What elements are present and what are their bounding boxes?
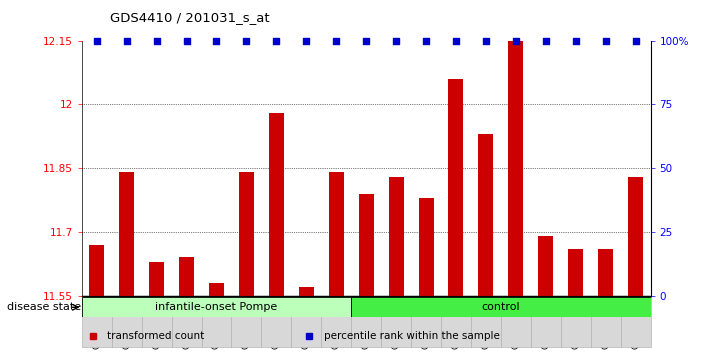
Bar bbox=[171, 296, 201, 347]
Bar bbox=[351, 297, 651, 317]
Bar bbox=[299, 287, 314, 296]
Bar bbox=[419, 198, 434, 296]
Point bbox=[331, 38, 342, 44]
Bar bbox=[149, 262, 164, 296]
Bar bbox=[449, 79, 464, 296]
Text: infantile-onset Pompe: infantile-onset Pompe bbox=[156, 302, 277, 312]
Bar bbox=[119, 172, 134, 296]
Bar bbox=[232, 296, 262, 347]
Bar bbox=[568, 249, 583, 296]
Point bbox=[510, 38, 522, 44]
Bar bbox=[389, 177, 404, 296]
Point bbox=[151, 38, 162, 44]
Bar bbox=[321, 296, 351, 347]
Bar bbox=[82, 296, 112, 347]
Point bbox=[210, 38, 222, 44]
Point bbox=[271, 38, 282, 44]
Point bbox=[121, 38, 132, 44]
Point bbox=[630, 38, 641, 44]
Point bbox=[390, 38, 402, 44]
Bar bbox=[351, 296, 381, 347]
Text: control: control bbox=[481, 302, 520, 312]
Text: percentile rank within the sample: percentile rank within the sample bbox=[324, 331, 499, 342]
Point bbox=[360, 38, 372, 44]
Bar bbox=[441, 296, 471, 347]
Bar bbox=[501, 296, 531, 347]
Bar bbox=[479, 134, 493, 296]
Bar bbox=[591, 296, 621, 347]
Bar bbox=[209, 283, 224, 296]
Bar bbox=[561, 296, 591, 347]
Bar bbox=[381, 296, 411, 347]
Bar bbox=[598, 249, 613, 296]
Point bbox=[450, 38, 461, 44]
Bar bbox=[358, 194, 374, 296]
Bar bbox=[90, 245, 105, 296]
Bar bbox=[262, 296, 292, 347]
Point bbox=[540, 38, 552, 44]
Bar bbox=[112, 296, 141, 347]
Bar bbox=[292, 296, 321, 347]
Bar bbox=[538, 236, 553, 296]
Text: GDS4410 / 201031_s_at: GDS4410 / 201031_s_at bbox=[110, 11, 270, 24]
Bar bbox=[141, 296, 171, 347]
Bar bbox=[471, 296, 501, 347]
Text: disease state: disease state bbox=[7, 302, 81, 312]
Point bbox=[301, 38, 312, 44]
Point bbox=[91, 38, 102, 44]
Bar bbox=[328, 172, 343, 296]
Bar bbox=[411, 296, 441, 347]
Bar bbox=[201, 296, 232, 347]
Bar bbox=[269, 113, 284, 296]
Bar bbox=[179, 257, 194, 296]
Bar bbox=[628, 177, 643, 296]
Point bbox=[600, 38, 611, 44]
Text: transformed count: transformed count bbox=[107, 331, 205, 342]
Point bbox=[181, 38, 192, 44]
Bar bbox=[508, 32, 523, 296]
Bar bbox=[82, 297, 351, 317]
Point bbox=[480, 38, 491, 44]
Bar bbox=[531, 296, 561, 347]
Bar bbox=[239, 172, 254, 296]
Point bbox=[570, 38, 582, 44]
Bar bbox=[621, 296, 651, 347]
Point bbox=[241, 38, 252, 44]
Point bbox=[420, 38, 432, 44]
